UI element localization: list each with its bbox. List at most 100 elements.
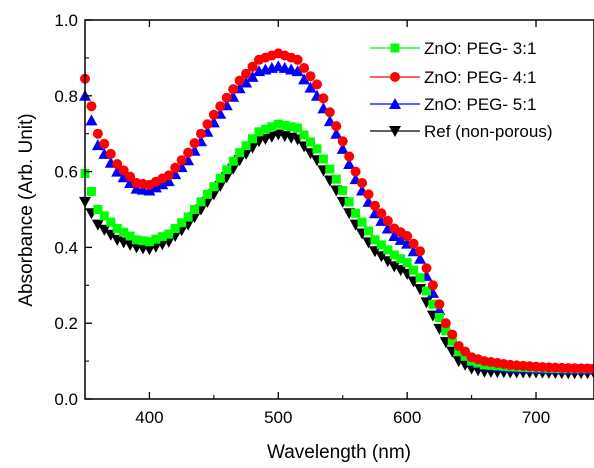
data-point [247, 61, 258, 72]
data-point [336, 142, 349, 154]
data-point [298, 73, 311, 85]
data-point [208, 109, 219, 120]
data-point [280, 120, 290, 130]
data-point [273, 119, 283, 129]
data-point [177, 218, 187, 228]
data-point [396, 254, 406, 264]
data-point [383, 245, 393, 255]
data-point [99, 138, 110, 149]
data-point [434, 299, 445, 310]
data-point [106, 217, 116, 227]
data-point [369, 200, 380, 211]
x-tick-label: 500 [264, 408, 292, 427]
data-point [241, 141, 251, 151]
data-point [408, 238, 419, 249]
data-point [331, 121, 342, 132]
data-point [318, 93, 329, 104]
data-point [344, 151, 355, 162]
x-tick-label: 400 [135, 408, 163, 427]
data-point [99, 211, 109, 221]
data-point [376, 240, 386, 250]
data-point [460, 346, 471, 357]
series-1 [80, 48, 594, 374]
y-tick-label: 0.2 [54, 314, 78, 333]
data-point [454, 347, 464, 357]
data-point [370, 235, 380, 245]
y-axis-title: Absorbance (Arb. Unit) [16, 113, 37, 306]
data-point [228, 84, 239, 95]
y-tick-label: 0.8 [54, 87, 78, 106]
data-point [402, 258, 412, 268]
data-point [265, 131, 278, 143]
data-point [589, 363, 594, 374]
data-point [447, 329, 458, 340]
y-tick-label: 0.4 [54, 238, 78, 257]
data-point [376, 208, 387, 219]
data-point [343, 158, 356, 170]
data-point [144, 237, 154, 247]
data-point [241, 68, 252, 79]
data-point [299, 63, 310, 74]
data-point [306, 137, 316, 147]
data-point [402, 231, 413, 242]
data-point [240, 76, 253, 88]
data-point [202, 119, 213, 130]
data-point [125, 231, 135, 241]
data-point [92, 128, 103, 139]
data-point [433, 303, 446, 315]
legend-marker [389, 126, 401, 137]
data-point [246, 70, 259, 82]
data-point [441, 326, 451, 336]
data-point [382, 215, 393, 226]
data-point [156, 178, 169, 190]
data-point [189, 138, 200, 149]
data-point [164, 229, 174, 239]
legend-marker [389, 98, 401, 109]
data-point [421, 286, 431, 296]
data-point [196, 197, 206, 207]
data-point [414, 252, 427, 264]
data-point [325, 164, 335, 174]
data-point [176, 155, 187, 166]
data-point [119, 227, 129, 237]
data-point [170, 223, 180, 233]
data-point [330, 127, 343, 139]
data-point [132, 235, 142, 245]
data-point [305, 71, 316, 82]
data-point [190, 205, 200, 214]
data-point [170, 162, 181, 173]
data-point [143, 184, 156, 196]
data-point [453, 340, 464, 351]
legend-entry: ZnO: PEG- 3:1 [370, 39, 536, 58]
data-point [163, 170, 174, 181]
data-point [292, 54, 303, 65]
data-point [291, 65, 304, 77]
data-point [259, 134, 272, 146]
data-point [202, 189, 212, 199]
data-point [415, 246, 426, 257]
series-3 [79, 129, 594, 380]
legend-label: Ref (non-porous) [424, 122, 553, 141]
data-point [209, 182, 219, 192]
y-tick-label: 0.6 [54, 163, 78, 182]
data-point [267, 122, 277, 132]
data-point [409, 265, 419, 275]
data-point [235, 148, 245, 158]
data-point [394, 233, 407, 245]
data-point [312, 144, 322, 154]
data-point [299, 130, 309, 140]
data-point [234, 75, 245, 86]
data-point [105, 148, 116, 159]
data-point [363, 226, 373, 236]
x-tick-label: 700 [522, 408, 550, 427]
data-point [293, 123, 303, 133]
data-point [254, 127, 264, 137]
data-point [351, 208, 361, 218]
data-point [357, 177, 368, 188]
data-point [86, 186, 96, 196]
data-point [421, 263, 432, 274]
data-point [344, 197, 354, 207]
data-point [195, 128, 206, 139]
axis-ticks: 400 500 600 700 0.0 0.2 0.4 0.6 0.8 1.0 [54, 11, 550, 427]
data-point [304, 81, 317, 93]
